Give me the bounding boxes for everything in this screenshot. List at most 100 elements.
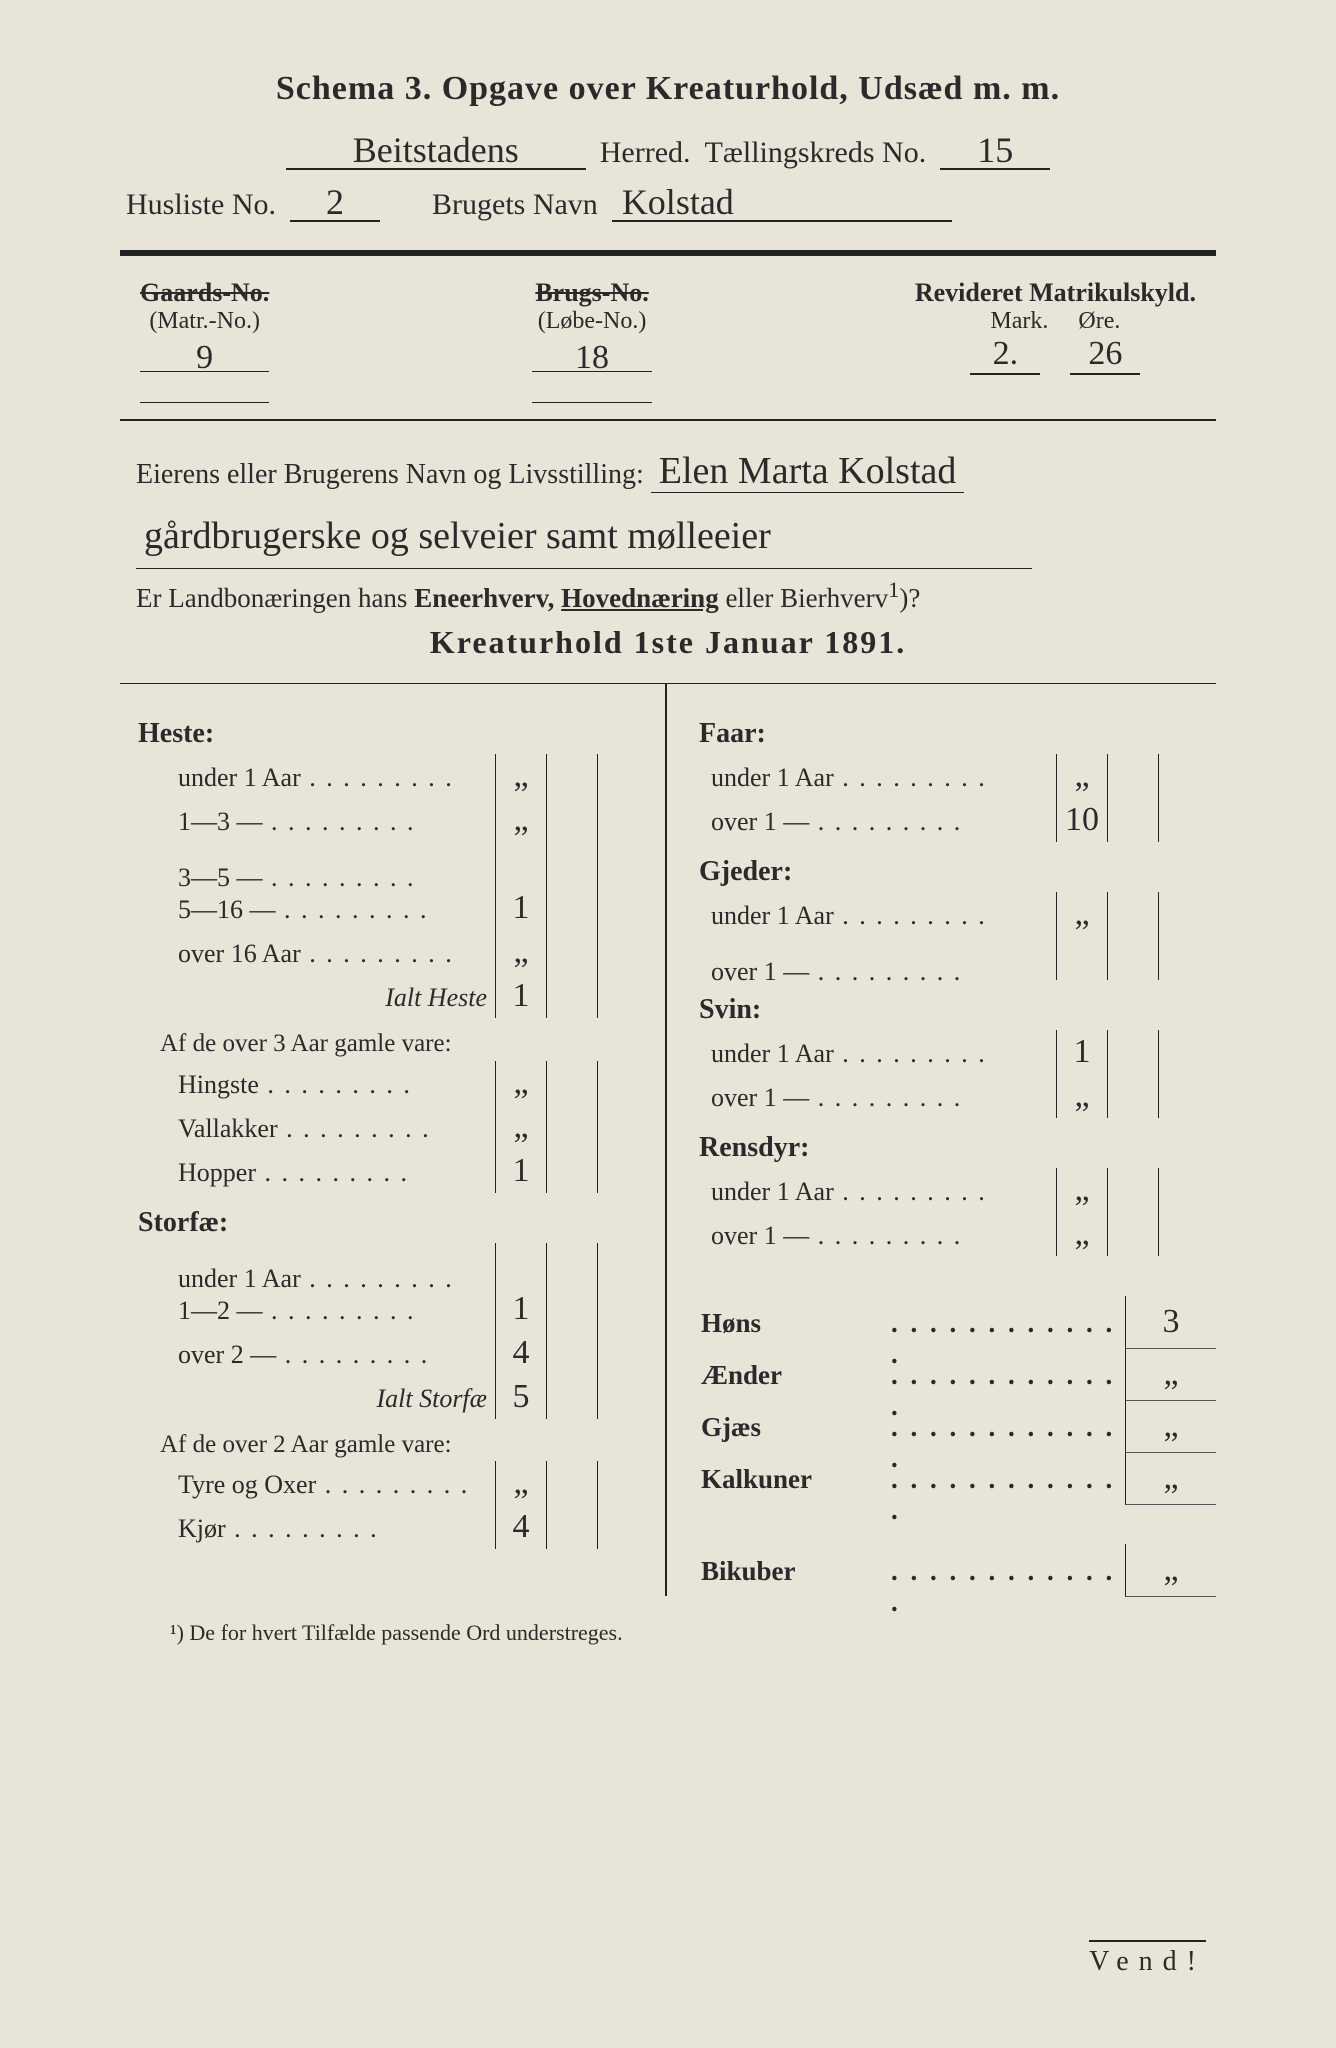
form-title: Schema 3. Opgave over Kreaturhold, Udsæd… [120,70,1216,108]
matr-no: 9 [140,339,269,372]
gjeder-1-row: over 1 — [681,936,1216,980]
left-column: Heste: under 1 Aar„1—3 —„3—5 —5—16 —1ove… [120,684,665,1596]
extra-value-1: „ [1125,1348,1216,1401]
faar-0-value: „ [1057,754,1108,798]
heste-4-value: „ [496,930,547,974]
heste-sub-2-row: Hopper1 [120,1149,655,1193]
mark-val: 2. [970,335,1040,374]
q-bier: eller Bierhverv [725,583,888,613]
heste-2-label: 3—5 — [178,863,495,893]
heste-4-row: over 16 Aar„ [120,930,655,974]
q-hoved: Hovednæring [561,583,719,613]
extra-value-2: „ [1125,1400,1216,1453]
heste-sub-1-row: Vallakker„ [120,1105,655,1149]
extra-row-0: Høns. . . . . . . . . . . . .3 [681,1296,1216,1348]
rensdyr-1-value: „ [1057,1212,1108,1256]
faar-0-row: under 1 Aar„ [681,754,1216,798]
header-line-1: Beitstadens Herred. Tællingskreds No. 15 [120,132,1216,170]
extra-value-0: 3 [1125,1296,1216,1349]
storfae-sub-0-label: Tyre og Oxer [178,1470,495,1500]
storfae-0-row: under 1 Aar [120,1243,655,1287]
heste-sub-0-label: Hingste [178,1070,495,1100]
gjeder-0-label: under 1 Aar [711,901,1056,931]
brugets-label: Brugets Navn [432,188,598,222]
storfae-sub-1-row: Kjør4 [120,1505,655,1549]
storfae-0-value [496,1243,547,1287]
rule-thick-1 [120,250,1216,256]
q-pre: Er Landbonæringen hans [136,583,407,613]
heste-sub-1-label: Vallakker [178,1114,495,1144]
storfae-2-label: over 2 — [178,1340,495,1370]
storfae-2-row: over 2 —4 [120,1331,655,1375]
kreds-no: 15 [940,132,1050,170]
footnote: ¹) De for hvert Tilfælde passende Ord un… [120,1620,1216,1646]
extra-value-4: „ [1125,1544,1216,1597]
rensdyr-0-value: „ [1057,1168,1108,1212]
extra-value-3: „ [1125,1452,1216,1505]
storfae-total-val: 5 [496,1375,547,1419]
extra-row-4: Bikuber. . . . . . . . . . . . .„ [681,1544,1216,1596]
storfae-1-value: 1 [496,1287,547,1331]
rensdyr-0-label: under 1 Aar [711,1177,1056,1207]
svin-0-value: 1 [1057,1030,1108,1074]
matrikul-row: Gaards-No. (Matr.-No.) 9 Brugs-No. (Løbe… [120,278,1216,409]
rensdyr-1-row: over 1 —„ [681,1212,1216,1256]
extra-label-0: Høns [701,1308,891,1339]
heste-1-label: 1—3 — [178,807,495,837]
header-line-2: Husliste No. 2 Brugets Navn Kolstad [120,184,1216,222]
heste-sub: Af de over 3 Aar gamle vare: [120,1028,655,1061]
storfae-head: Storfæ: [120,1207,655,1239]
owner-label: Eierens eller Brugerens Navn og Livsstil… [136,459,644,490]
section-title: Kreaturhold 1ste Januar 1891. [120,624,1216,661]
heste-0-label: under 1 Aar [178,763,495,793]
heste-2-value [496,842,547,886]
ore-label: Øre. [1078,308,1120,335]
heste-0-row: under 1 Aar„ [120,754,655,798]
gjeder-1-value [1057,936,1108,980]
matr-paren: (Matr.-No.) [140,308,269,335]
mark-blank [970,374,1040,375]
heste-total-val: 1 [496,974,547,1018]
rule-thin-1 [120,419,1216,421]
svin-head: Svin: [681,994,1216,1026]
q-ene: Eneerhverv, [414,583,554,613]
svin-0-label: under 1 Aar [711,1039,1056,1069]
heste-sub-0-row: Hingste„ [120,1061,655,1105]
storfae-total-row: Ialt Storfæ 5 [120,1375,655,1419]
heste-2-row: 3—5 — [120,842,655,886]
matr-no-blank [140,378,269,403]
faar-1-value: 10 [1057,798,1108,842]
heste-total-label: Ialt Heste [178,983,495,1013]
ore-val: 26 [1070,335,1140,374]
q-sup: 1 [888,577,899,602]
q-mark: )? [899,583,920,613]
storfae-2-value: 4 [496,1331,547,1375]
storfae-sub-0-row: Tyre og Oxer„ [120,1461,655,1505]
storfae-0-label: under 1 Aar [178,1264,495,1294]
rensdyr-0-row: under 1 Aar„ [681,1168,1216,1212]
gjeder-0-row: under 1 Aar„ [681,892,1216,936]
heste-4-label: over 16 Aar [178,939,495,969]
storfae-sub-0-value: „ [496,1461,547,1505]
lobe-no: 18 [532,339,652,372]
heste-3-label: 5—16 — [178,895,495,925]
storfae-sub: Af de over 2 Aar gamle vare: [120,1429,655,1462]
svin-1-label: over 1 — [711,1083,1056,1113]
heste-sub-1-value: „ [496,1105,547,1149]
faar-1-label: over 1 — [711,807,1056,837]
owner-block: Eierens eller Brugerens Navn og Livsstil… [120,439,1216,569]
storfae-1-label: 1—2 — [178,1296,495,1326]
gaards-strike: Gaards-No. [140,278,269,308]
revideret-col: Revideret Matrikulskyld. Mark. Øre. 2. 2… [915,278,1196,409]
heste-3-value: 1 [496,886,547,930]
gjeder-1-label: over 1 — [711,957,1056,987]
gjeder-0-value: „ [1057,892,1108,936]
faar-0-label: under 1 Aar [711,763,1056,793]
heste-sub-0-value: „ [496,1061,547,1105]
ore-blank [1070,374,1140,375]
faar-1-row: over 1 —10 [681,798,1216,842]
svin-1-value: „ [1057,1074,1108,1118]
heste-1-row: 1—3 —„ [120,798,655,842]
husliste-label: Husliste No. [126,188,276,222]
heste-1-value: „ [496,798,547,842]
